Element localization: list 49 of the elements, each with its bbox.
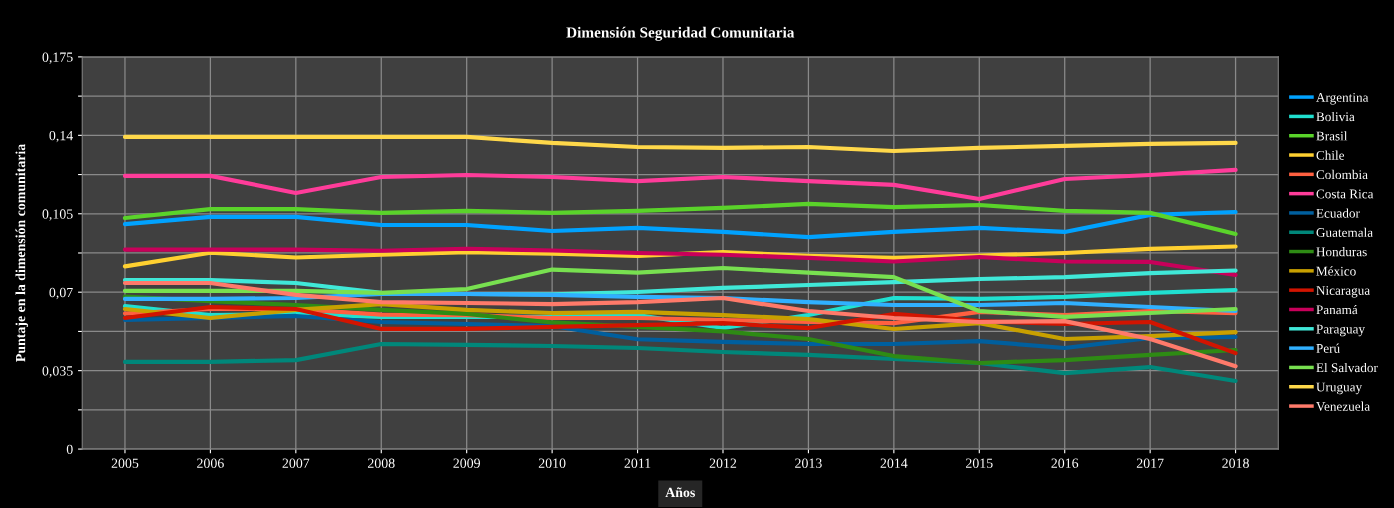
chart-title: Dimensión Seguridad Comunitaria <box>566 26 795 41</box>
x-tick-label: 2006 <box>197 458 224 468</box>
legend-label: Guatemala <box>1316 227 1373 237</box>
line-series <box>122 265 1238 319</box>
x-tick-label: 2005 <box>111 458 139 468</box>
line-series <box>122 341 1238 384</box>
x-axis-title: Años <box>665 487 695 498</box>
x-tick-label: 2017 <box>1136 458 1164 468</box>
legend-label: Costa Rica <box>1316 189 1374 199</box>
legend-label: México <box>1316 266 1356 276</box>
line-series <box>122 301 1238 342</box>
y-tick-label: 0,175 <box>42 52 73 64</box>
y-axis-title: Puntaje en la dimensión comunitaria <box>15 144 29 362</box>
legend-label: Panamá <box>1316 304 1358 315</box>
legend-label: Argentina <box>1316 92 1369 105</box>
x-tick-label: 2011 <box>624 458 651 468</box>
x-tick-label: 2010 <box>538 458 566 468</box>
line-series <box>122 246 1238 278</box>
y-tick-label: 0,14 <box>49 130 73 143</box>
line-series <box>122 201 1238 237</box>
legend-label: Brasil <box>1316 131 1348 141</box>
legend-label: Honduras <box>1316 247 1367 257</box>
legend-label: Nicaragua <box>1316 286 1370 298</box>
y-tick-label: 0,035 <box>42 366 73 378</box>
x-tick-label: 2015 <box>966 458 993 468</box>
legend-label: Chile <box>1316 150 1345 160</box>
legend-label: Paraguay <box>1316 324 1365 337</box>
line-series <box>122 209 1238 240</box>
line-series <box>122 280 1238 369</box>
legend-label: Colombia <box>1316 169 1368 180</box>
x-tick-label: 2016 <box>1051 458 1079 468</box>
legend-label: Ecuador <box>1316 208 1360 218</box>
legend-label: Perú <box>1316 343 1340 353</box>
y-tick-label: 0,07 <box>49 287 73 300</box>
legend-label: Bolivia <box>1316 111 1355 122</box>
x-tick-label: 2014 <box>880 458 908 468</box>
x-tick-label: 2007 <box>282 458 310 468</box>
line-series <box>122 134 1238 154</box>
x-tick-label: 2008 <box>367 458 395 468</box>
legend-label: Venezuela <box>1316 401 1370 411</box>
line-series <box>122 167 1238 202</box>
x-tick-label: 2009 <box>453 458 481 468</box>
legend-label: Uruguay <box>1316 382 1363 395</box>
x-tick-label: 2013 <box>795 458 822 468</box>
y-tick-label: 0,105 <box>42 209 73 221</box>
y-tick-label: 0 <box>66 444 73 455</box>
x-tick-label: 2018 <box>1222 458 1249 468</box>
legend-label: El Salvador <box>1316 362 1378 373</box>
x-tick-label: 2012 <box>709 458 737 468</box>
